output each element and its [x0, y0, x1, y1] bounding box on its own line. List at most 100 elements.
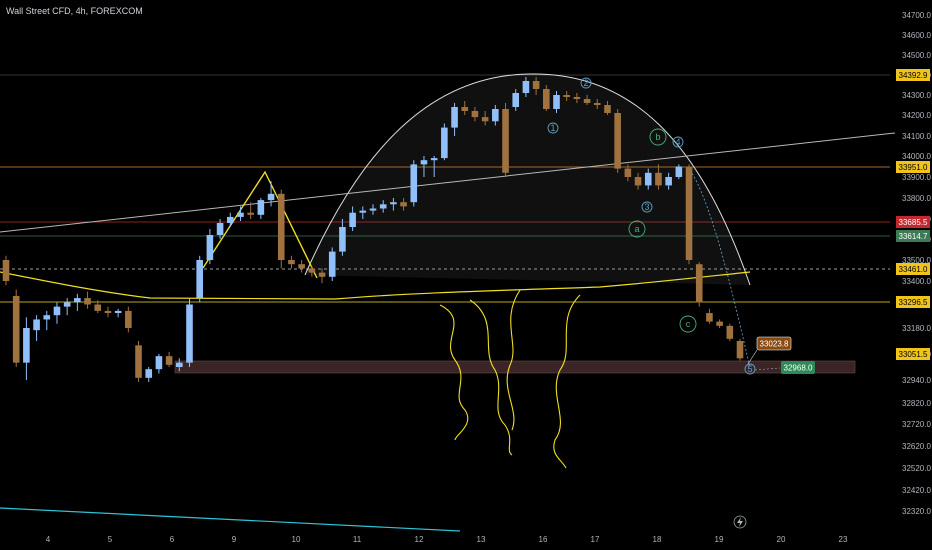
candle[interactable] — [543, 85, 550, 111]
candle[interactable] — [114, 308, 122, 318]
candle[interactable] — [726, 323, 734, 341]
candle[interactable] — [318, 268, 326, 284]
moving-average-curve[interactable] — [0, 271, 751, 300]
candle[interactable] — [716, 319, 723, 328]
wave-label-b[interactable]: b — [649, 128, 667, 146]
candle[interactable] — [624, 164, 632, 182]
price-label-tag[interactable]: 34392.9 — [896, 69, 930, 81]
candle[interactable] — [685, 164, 693, 265]
wave-label-c[interactable]: c — [679, 315, 697, 333]
wave-label-a[interactable]: a — [628, 220, 646, 238]
price-label-tag[interactable]: 33296.5 — [896, 296, 930, 308]
candle[interactable] — [165, 351, 173, 367]
rising-trendline[interactable] — [0, 132, 896, 233]
squiggle-line-3[interactable] — [506, 289, 521, 431]
price-label-tag[interactable]: 33461.0 — [896, 263, 930, 275]
candle[interactable] — [604, 101, 611, 115]
price-label-tag[interactable]: 33051.5 — [896, 348, 930, 360]
price-label-tag[interactable]: 33614.7 — [896, 230, 930, 242]
candle[interactable] — [614, 109, 621, 173]
candle[interactable] — [481, 111, 489, 126]
candle[interactable] — [369, 204, 377, 215]
candle[interactable] — [94, 300, 102, 314]
candle[interactable] — [226, 212, 234, 227]
candle[interactable] — [145, 367, 153, 382]
candle[interactable] — [247, 202, 254, 219]
price-label-tag[interactable]: 33951.0 — [896, 161, 930, 173]
candle[interactable] — [400, 198, 407, 211]
candle[interactable] — [155, 354, 163, 374]
price-label-tag[interactable]: 33685.5 — [896, 216, 930, 228]
candle[interactable] — [502, 103, 509, 177]
candle[interactable] — [471, 107, 479, 122]
candle[interactable] — [430, 156, 438, 177]
price-axis[interactable]: 34700.034600.034500.034400.034300.034200… — [896, 11, 931, 516]
candle[interactable] — [634, 172, 642, 190]
arc-curve[interactable] — [304, 73, 751, 286]
candle[interactable] — [298, 260, 305, 273]
candle[interactable] — [522, 77, 530, 97]
candle[interactable] — [583, 95, 591, 105]
candle[interactable] — [492, 105, 499, 126]
candle[interactable] — [563, 91, 570, 101]
candle[interactable] — [63, 298, 71, 316]
candle[interactable] — [441, 123, 448, 161]
candle[interactable] — [216, 219, 224, 239]
candle[interactable] — [655, 164, 662, 190]
peak-pattern-lines[interactable] — [202, 170, 318, 279]
candle[interactable] — [328, 247, 336, 281]
candle[interactable] — [176, 358, 183, 372]
wave-label-4[interactable]: 4 — [672, 136, 684, 148]
candle[interactable] — [23, 317, 30, 380]
candle[interactable] — [12, 289, 20, 367]
time-axis[interactable]: 4 5 6 9 10 11 12 13 16 17 18 19 20 23 — [46, 535, 848, 544]
cyan-trendline[interactable] — [0, 507, 461, 532]
candle[interactable] — [277, 189, 285, 269]
candle[interactable] — [196, 255, 203, 303]
candle[interactable] — [186, 298, 193, 367]
candle[interactable] — [379, 200, 387, 213]
candle[interactable] — [267, 181, 275, 207]
candle[interactable] — [675, 164, 683, 180]
candle[interactable] — [451, 103, 458, 136]
candle[interactable] — [420, 156, 428, 177]
wave-label-2[interactable]: 2 — [580, 77, 592, 89]
candle[interactable] — [532, 77, 540, 95]
candle[interactable] — [665, 172, 672, 190]
squiggle-line-2[interactable] — [469, 299, 513, 456]
candle[interactable] — [206, 229, 214, 265]
candle[interactable] — [104, 306, 112, 318]
squiggle-line-4[interactable] — [553, 294, 581, 469]
candle[interactable] — [410, 160, 418, 207]
candle[interactable] — [553, 91, 560, 113]
support-zone-box[interactable] — [174, 360, 856, 374]
squiggle-line-1[interactable] — [439, 304, 469, 441]
candle[interactable] — [736, 338, 744, 361]
candle[interactable] — [339, 219, 346, 256]
candle[interactable] — [512, 89, 520, 111]
wave-label-5[interactable]: 5 — [744, 363, 756, 375]
candle[interactable] — [288, 255, 295, 269]
candle[interactable] — [125, 306, 132, 333]
candle[interactable] — [706, 308, 713, 324]
candle[interactable] — [644, 168, 652, 190]
candle[interactable] — [349, 206, 356, 231]
callout-last-price[interactable]: 33023.8 — [756, 336, 792, 351]
candle[interactable] — [43, 310, 51, 331]
candle[interactable] — [461, 101, 469, 115]
candle[interactable] — [390, 198, 397, 211]
candle[interactable] — [53, 302, 61, 324]
candle[interactable] — [308, 266, 316, 277]
callout-target-price[interactable]: 32968.0 — [781, 361, 815, 374]
candle[interactable] — [2, 255, 10, 286]
candle[interactable] — [695, 262, 703, 307]
candle[interactable] — [84, 291, 91, 309]
target-dotted[interactable] — [754, 367, 781, 371]
candle[interactable] — [74, 293, 81, 311]
candle[interactable] — [593, 99, 601, 109]
lightning-icon[interactable] — [733, 515, 747, 529]
candle[interactable] — [359, 206, 367, 219]
candle[interactable] — [257, 198, 265, 219]
candle[interactable] — [135, 341, 142, 382]
